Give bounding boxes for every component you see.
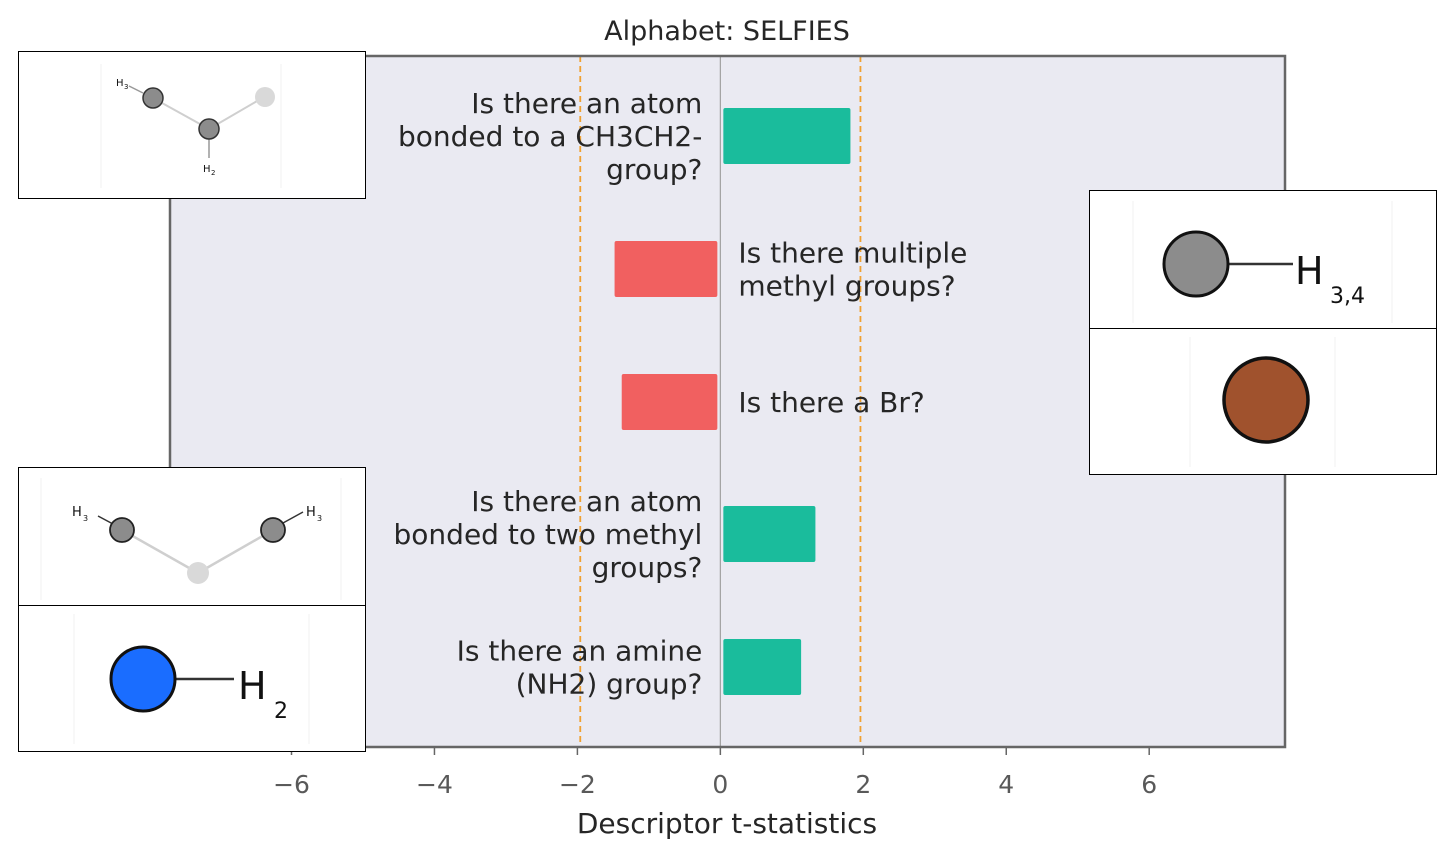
bar-5 (723, 639, 802, 695)
bar-label-2: Is there multiple methyl groups? (738, 237, 967, 303)
atom-label: H (1295, 249, 1324, 293)
chart-title: Alphabet: SELFIES (604, 16, 850, 47)
faded-atom-icon (187, 562, 209, 584)
atom-label-subscript: 3 (83, 514, 88, 523)
bar-2 (614, 241, 718, 297)
nitrogen-atom-icon (109, 645, 177, 713)
carbon-atom-icon (260, 517, 286, 543)
atom-label-subscript: 2 (211, 169, 215, 177)
carbon-atom-icon (1162, 230, 1230, 298)
bar-label-1: Is there an atom bonded to a CH3CH2-group… (398, 87, 702, 186)
bromine-atom-icon (1222, 356, 1310, 444)
x-tick-label: 2 (855, 770, 871, 799)
atom-label-subscript: 3 (124, 83, 128, 91)
bar-label-5: Is there an amine (NH2) group? (457, 635, 703, 701)
carbon-atom-icon (109, 517, 135, 543)
bar-label-3: Is there a Br? (738, 386, 924, 419)
molecule-inset-bromine (1089, 328, 1437, 475)
atom-label: H (116, 78, 124, 89)
atom-label: H (203, 164, 211, 175)
carbon-atom-icon (142, 87, 164, 109)
molecule-inset-dimethyl: H 3 H 3 (18, 467, 366, 606)
x-tick-label: 0 (712, 770, 728, 799)
molecule-inset-ethyl: H 3 H 2 (18, 51, 366, 199)
atom-label: H (72, 505, 82, 520)
x-tick-label: 6 (1141, 770, 1157, 799)
molecule-inset-amine: H 2 (18, 605, 366, 752)
x-tick-label: −6 (273, 770, 310, 799)
bar-1 (723, 108, 851, 164)
x-axis-label: Descriptor t-statistics (577, 807, 877, 840)
atom-label-subscript: 3,4 (1330, 284, 1365, 309)
atom-label: H (238, 664, 267, 708)
x-tick-label: −4 (416, 770, 453, 799)
faded-atom-icon (255, 87, 275, 107)
bar-3 (621, 374, 718, 430)
x-tick-label: 4 (998, 770, 1014, 799)
bar-label-4: Is there an atom bonded to two methyl grou… (394, 485, 703, 584)
carbon-atom-icon (198, 118, 220, 140)
x-tick-label: −2 (559, 770, 596, 799)
bar-4 (723, 506, 816, 562)
atom-label-subscript: 2 (274, 699, 288, 724)
atom-label-subscript: 3 (317, 514, 322, 523)
molecule-inset-methyl: H 3,4 (1089, 190, 1437, 329)
atom-label: H (306, 505, 316, 520)
